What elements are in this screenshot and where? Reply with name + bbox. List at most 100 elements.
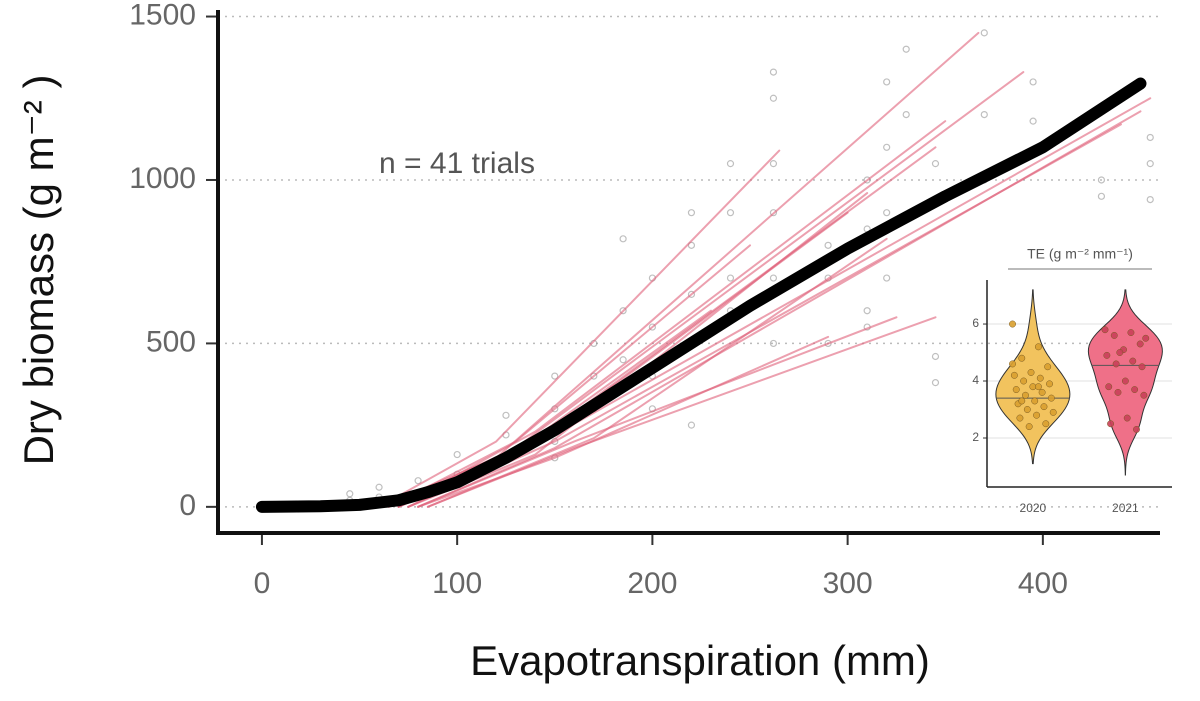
y-tick-label: 1000 — [129, 162, 196, 195]
data-point — [931, 160, 940, 168]
data-point — [619, 356, 627, 364]
data-point — [726, 160, 735, 168]
inset-point — [1129, 357, 1137, 365]
trial-line — [426, 237, 888, 508]
inset-point — [1105, 383, 1113, 391]
x-tick-label: 0 — [254, 567, 271, 600]
inset-point — [1123, 414, 1131, 422]
data-point — [619, 307, 627, 315]
inset-point — [1114, 388, 1122, 396]
inset-point — [1044, 363, 1052, 371]
inset-point — [1140, 391, 1148, 399]
data-point — [863, 307, 871, 315]
data-point — [453, 450, 461, 459]
data-point — [883, 143, 891, 151]
inset-title: TE (g m⁻² mm⁻¹) — [1027, 246, 1133, 262]
inset-point — [1018, 354, 1026, 362]
inset-point — [1101, 326, 1109, 334]
data-point — [1146, 195, 1154, 204]
data-point — [414, 477, 422, 485]
data-point — [931, 379, 940, 387]
inset-point — [1127, 329, 1135, 337]
trial-line — [417, 335, 830, 508]
inset-point — [1042, 420, 1050, 428]
data-point — [1097, 192, 1106, 200]
x-tick-label: 100 — [432, 567, 482, 600]
data-point — [502, 411, 510, 419]
data-point — [346, 490, 354, 498]
inset-point — [1049, 408, 1057, 416]
inset-x-tick-label: 2021 — [1112, 501, 1139, 515]
inset-point — [1046, 380, 1053, 388]
inset-point — [1112, 360, 1120, 368]
inset-y-tick-label: 2 — [972, 430, 979, 444]
inset-point — [1025, 423, 1033, 431]
data-point — [619, 235, 627, 243]
inset-point — [1034, 383, 1042, 391]
data-point — [769, 339, 778, 348]
x-tick-label: 200 — [627, 567, 677, 600]
y-tick-label: 1500 — [129, 0, 196, 31]
data-point — [980, 110, 988, 119]
fit-line — [255, 77, 1147, 513]
inset-point — [1020, 377, 1028, 385]
data-point — [726, 274, 735, 282]
inset-point — [1031, 397, 1039, 405]
inset-point — [1009, 360, 1016, 368]
inset-point — [1047, 394, 1055, 402]
data-point — [824, 241, 832, 249]
inset-point — [1012, 386, 1020, 394]
data-point — [687, 421, 696, 429]
data-point — [980, 29, 988, 37]
data-point — [726, 209, 735, 217]
inset-point — [1009, 320, 1016, 328]
inset-point — [1103, 351, 1111, 359]
x-tick-label: 400 — [1018, 567, 1068, 600]
trial-line — [387, 71, 1025, 508]
data-point — [769, 209, 778, 217]
inset-x-tick-label: 2020 — [1020, 501, 1047, 515]
data-point — [1146, 133, 1154, 142]
trial-line — [397, 146, 937, 508]
inset-point — [1033, 411, 1041, 419]
data-point — [1029, 117, 1037, 125]
y-axis-label: Dry biomass (g m⁻² ) — [15, 75, 62, 466]
data-point — [687, 209, 696, 217]
inset-point — [1023, 406, 1031, 413]
inset-point — [1027, 369, 1035, 376]
data-point — [769, 94, 778, 102]
inset-point — [1121, 377, 1129, 385]
inset-point — [1142, 334, 1150, 342]
data-point — [931, 352, 940, 361]
inset-point — [1038, 388, 1046, 396]
data-point — [687, 290, 696, 298]
y-tick-label: 0 — [179, 489, 196, 522]
x-axis-label: Evapotranspiration (mm) — [470, 637, 930, 684]
inset-point — [1016, 414, 1024, 422]
data-point — [648, 323, 656, 331]
data-point — [375, 483, 383, 491]
inset-point — [1131, 386, 1139, 394]
inset-point — [1116, 349, 1124, 356]
data-point — [1097, 176, 1106, 184]
trial-line — [378, 149, 781, 508]
data-point — [902, 45, 910, 53]
data-point — [551, 372, 559, 380]
data-point — [883, 274, 891, 282]
inset-point — [1010, 371, 1018, 379]
trial-line — [378, 31, 980, 508]
data-point — [883, 209, 891, 217]
trial-line — [387, 244, 752, 508]
inset-point — [1022, 391, 1029, 399]
inset-y-tick-label: 4 — [972, 373, 979, 387]
annotation: n = 41 trials — [379, 147, 535, 180]
data-point — [902, 110, 910, 119]
inset-point — [1110, 331, 1118, 339]
inset-point — [1133, 425, 1140, 433]
inset-point — [1036, 374, 1044, 382]
inset-point — [1107, 420, 1115, 428]
inset-point — [1136, 340, 1144, 348]
data-point — [1029, 78, 1037, 86]
